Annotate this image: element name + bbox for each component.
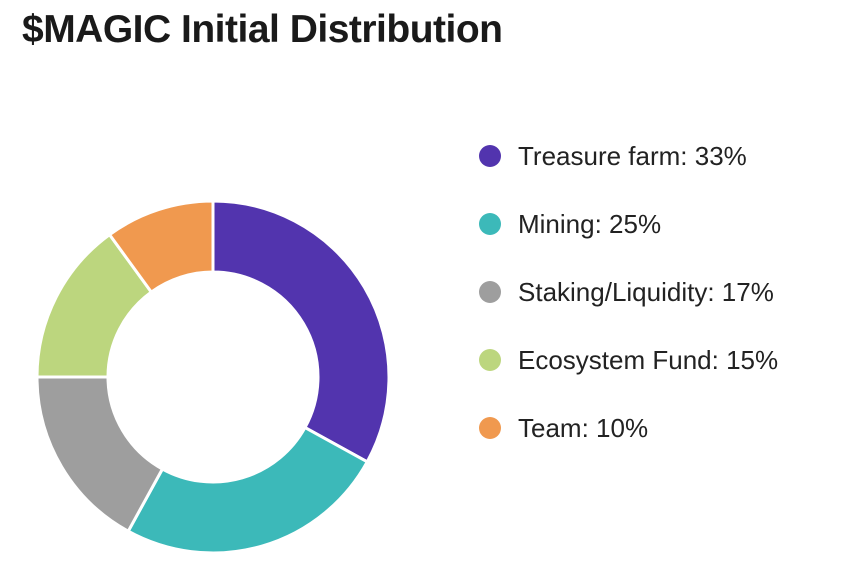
legend-marker [479,145,501,167]
donut-slice-mining [126,425,370,555]
legend-item: Staking/Liquidity: 17% [478,258,778,326]
legend-item: Mining: 25% [478,190,778,258]
donut-slice-treasure-farm [211,199,391,464]
legend-label: Team: 10% [518,412,649,443]
legend-marker [479,417,501,439]
legend-marker [479,213,501,235]
legend-label: Staking/Liquidity: 17% [518,276,774,307]
legend-label: Ecosystem Fund: 15% [518,344,779,375]
donut-slice-team [107,199,215,295]
legend-label: Treasure farm: 33% [518,140,747,171]
legend-item: Ecosystem Fund: 15% [478,326,778,394]
legend-item: Team: 10% [478,394,778,462]
legend-label: Mining: 25% [518,208,662,239]
legend-marker [479,349,501,371]
legend-marker [479,281,501,303]
legend-item: Treasure farm: 33% [478,122,778,190]
legend: Treasure farm: 33% Mining: 25% Staking/Liq… [478,122,778,462]
chart-title: $MAGIC Initial Distribution [22,8,503,51]
